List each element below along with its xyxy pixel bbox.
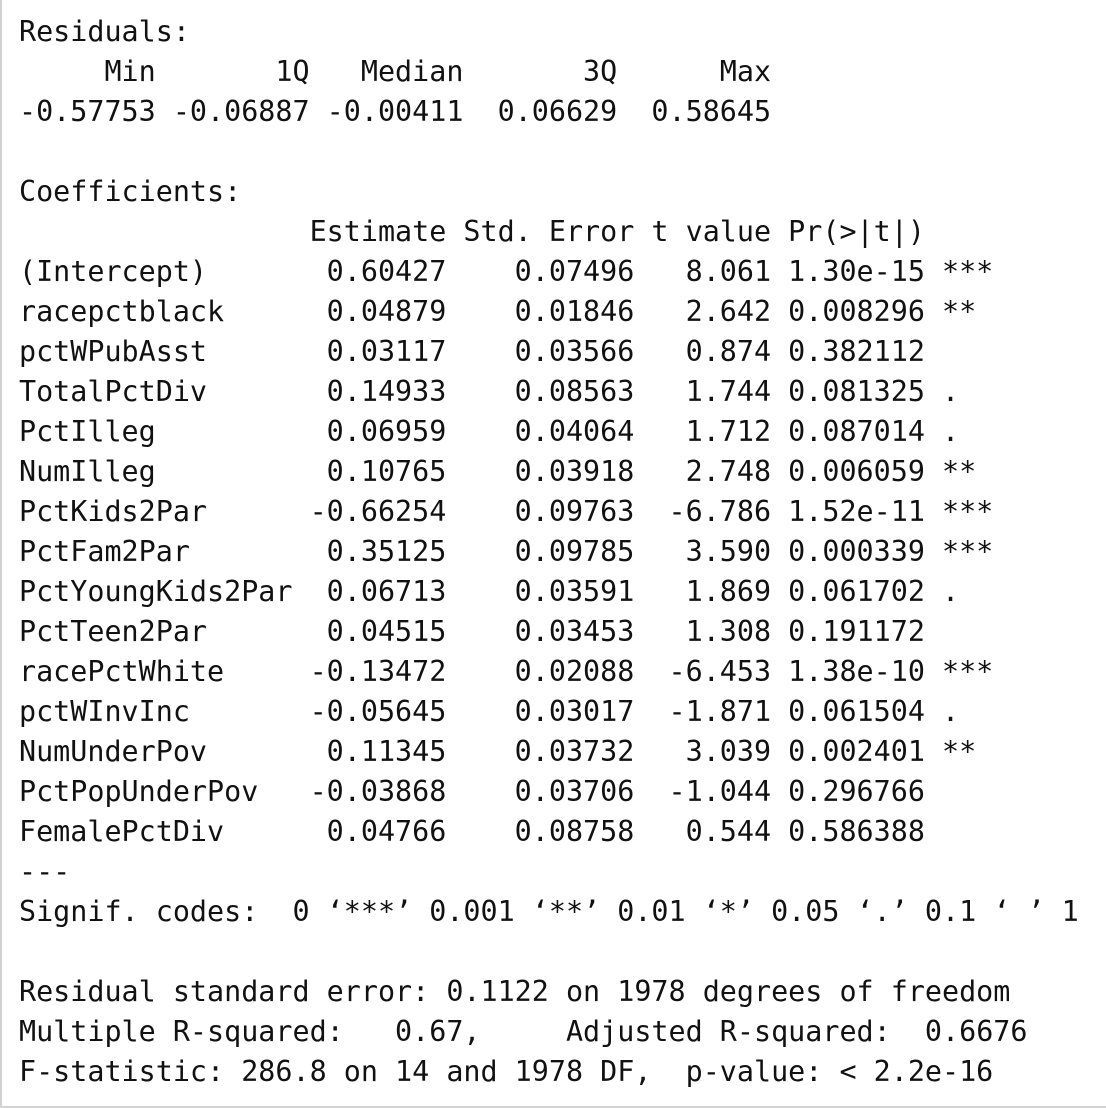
coefficient-row-femalepctdiv: FemalePctDiv 0.04766 0.08758 0.544 0.586… [19,815,994,848]
residuals-quantile-values: -0.57753 -0.06887 -0.00411 0.06629 0.586… [19,95,789,128]
coefficient-row-pctkids2par: PctKids2Par -0.66254 0.09763 -6.786 1.52… [19,495,994,528]
coefficient-row-racepctblack: racepctblack 0.04879 0.01846 2.642 0.008… [19,295,994,328]
signif-codes-legend: Signif. codes: 0 ‘***’ 0.001 ‘**’ 0.01 ‘… [19,895,1079,928]
coefficient-row-pctfam2par: PctFam2Par 0.35125 0.09785 3.590 0.00033… [19,535,994,568]
coefficient-row-pctyoungkids2par: PctYoungKids2Par 0.06713 0.03591 1.869 0… [19,575,994,608]
separator-line: --- [19,855,71,888]
residual-standard-error: Residual standard error: 0.1122 on 1978 … [19,975,1011,1008]
coefficient-row-pctpopunderpov: PctPopUnderPov -0.03868 0.03706 -1.044 0… [19,775,994,808]
blank-line [19,932,1106,972]
coefficients-column-headers: Estimate Std. Error t value Pr(>|t|) [19,215,994,248]
coefficient-row-intercept: (Intercept) 0.60427 0.07496 8.061 1.30e-… [19,255,994,288]
r-squared-summary: Multiple R-squared: 0.67, Adjusted R-squ… [19,1015,1045,1048]
coefficient-row-pctilleg: PctIlleg 0.06959 0.04064 1.712 0.087014 … [19,415,994,448]
coefficient-row-pctwinvinc: pctWInvInc -0.05645 0.03017 -1.871 0.061… [19,695,994,728]
coefficients-header: Coefficients: [19,175,242,208]
blank-line [19,132,1106,172]
coefficient-row-totalpctdiv: TotalPctDiv 0.14933 0.08563 1.744 0.0813… [19,375,994,408]
coefficient-row-pctteen2par: PctTeen2Par 0.04515 0.03453 1.308 0.1911… [19,615,994,648]
residuals-header: Residuals: [19,15,190,48]
coefficient-row-numilleg: NumIlleg 0.10765 0.03918 2.748 0.006059 … [19,455,994,488]
coefficient-row-racepctwhite: racePctWhite -0.13472 0.02088 -6.453 1.3… [19,655,994,688]
f-statistic-summary: F-statistic: 286.8 on 14 and 1978 DF, p-… [19,1055,994,1088]
residuals-quantile-labels: Min 1Q Median 3Q Max [19,55,789,88]
coefficient-row-numunderpov: NumUnderPov 0.11345 0.03732 3.039 0.0024… [19,735,994,768]
coefficient-row-pctwpubasst: pctWPubAsst 0.03117 0.03566 0.874 0.3821… [19,335,994,368]
